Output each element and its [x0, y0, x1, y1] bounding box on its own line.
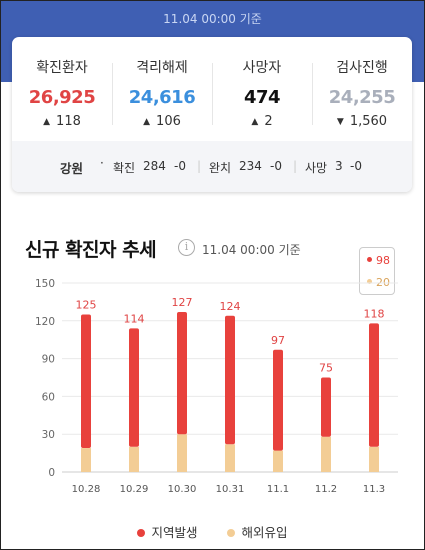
y-tick-label: 120 [35, 316, 55, 328]
region-released-label: 완치 [209, 161, 232, 175]
legend-label: 지역발생 [151, 525, 198, 540]
region-released-change: -0 [270, 159, 282, 173]
stats-row: 확진환자 26,925 ▲ 118 격리해제 24,616 ▲ 106 사망자 47… [12, 37, 412, 141]
bar-local [225, 315, 235, 445]
y-tick-label: 60 [42, 391, 55, 403]
stat-change: ▲ 106 [112, 114, 212, 129]
legend-dot-icon [137, 529, 146, 537]
data-label: 75 [319, 362, 333, 375]
up-arrow-icon: ▲ [251, 117, 259, 127]
bar-local [321, 377, 331, 437]
bar-overseas [273, 450, 283, 472]
stat-change-value: 2 [264, 114, 273, 129]
tooltip-local-value: 98 [376, 254, 390, 267]
y-tick-label: 150 [35, 278, 55, 290]
bar-overseas [321, 436, 331, 472]
bar-overseas [81, 448, 91, 472]
bar-chart: 0 30 60 90 120 150 125 10.28 114 10.29 127 10.30 124… [35, 278, 398, 495]
x-tick-label: 11.1 [267, 484, 289, 495]
stat-value: 24,255 [328, 87, 396, 108]
bar-local [81, 314, 91, 449]
stat-label: 검사진행 [336, 60, 388, 76]
stat-deaths: 사망자 474 ▲ 2 [212, 37, 312, 141]
up-arrow-icon: ▲ [143, 117, 151, 127]
stat-change: ▲ 118 [12, 114, 112, 129]
x-tick-label: 10.31 [216, 484, 245, 495]
bar-overseas [369, 446, 379, 472]
chart-legend: 지역발생 해외유입 [0, 522, 425, 541]
y-tick-label: 0 [48, 467, 55, 479]
stat-value: 24,616 [128, 87, 196, 108]
region-deaths: 3 [335, 159, 343, 173]
chart-tooltip: 98 20 [359, 247, 395, 295]
y-tick-label: 90 [42, 354, 55, 366]
header-date: 11.04 00:00 기준 [163, 12, 262, 26]
data-label: 124 [220, 300, 241, 313]
bullet-separator: · [100, 156, 104, 170]
legend-item-local[interactable]: 지역발생 [137, 522, 198, 541]
region-confirmed-label: 확진 [113, 161, 136, 175]
bar-overseas [225, 444, 235, 472]
stat-change-value: 106 [156, 114, 181, 129]
summary-card: 확진환자 26,925 ▲ 118 격리해제 24,616 ▲ 106 사망자 47… [12, 37, 412, 192]
data-label: 125 [76, 299, 97, 312]
divider: | [293, 159, 298, 173]
region-deaths-label: 사망 [305, 161, 328, 175]
x-tick-label: 10.30 [168, 484, 197, 495]
chart-title: 신규 확진자 추세 [25, 239, 157, 261]
region-deaths-change: -0 [350, 159, 362, 173]
stat-value: 474 [243, 87, 281, 108]
bar-local [273, 349, 283, 451]
region-name: 강원 [60, 161, 84, 176]
x-tick-label: 11.2 [315, 484, 337, 495]
data-label: 118 [364, 307, 385, 320]
stat-label: 확진환자 [36, 60, 88, 76]
stat-testing: 검사진행 24,255 ▼ 1,560 [312, 37, 412, 141]
region-summary: 강원 · 확진 284 -0 | 완치 234 -0 | 사망 3 -0 [12, 141, 412, 192]
info-icon[interactable]: i [178, 239, 195, 256]
stat-label: 격리해제 [136, 60, 188, 76]
data-label: 97 [271, 334, 285, 347]
stat-change-value: 1,560 [349, 114, 388, 129]
x-tick-label: 11.3 [363, 484, 385, 495]
stat-change-value: 118 [56, 114, 81, 129]
up-arrow-icon: ▲ [43, 117, 51, 127]
stat-change: ▼ 1,560 [312, 114, 412, 129]
region-confirmed: 284 [143, 159, 166, 173]
stat-confirmed: 확진환자 26,925 ▲ 118 [12, 37, 112, 141]
legend-item-overseas[interactable]: 해외유입 [227, 522, 288, 541]
divider: | [197, 159, 202, 173]
x-tick-label: 10.28 [72, 484, 101, 495]
bar-local [369, 323, 379, 447]
down-arrow-icon: ▼ [336, 117, 344, 127]
x-tick-label: 10.29 [120, 484, 149, 495]
tooltip-local: 98 [367, 254, 390, 267]
bar-local [177, 311, 187, 435]
legend-label: 해외유입 [241, 525, 288, 540]
legend-dot-icon [227, 529, 236, 537]
stat-change: ▲ 2 [212, 114, 312, 129]
chart-date: 11.04 00:00 기준 [202, 243, 301, 257]
data-label: 127 [172, 296, 193, 309]
region-confirmed-change: -0 [174, 159, 186, 173]
y-tick-label: 30 [42, 429, 55, 441]
bar-overseas [177, 434, 187, 472]
stat-value: 26,925 [28, 87, 96, 108]
bar-local [129, 328, 139, 447]
region-released: 234 [239, 159, 262, 173]
local-dot-icon [367, 257, 372, 262]
data-label: 114 [124, 312, 145, 325]
overseas-dot-icon [367, 279, 372, 284]
stat-label: 사망자 [242, 60, 282, 76]
stat-released: 격리해제 24,616 ▲ 106 [112, 37, 212, 141]
bar-overseas [129, 446, 139, 472]
